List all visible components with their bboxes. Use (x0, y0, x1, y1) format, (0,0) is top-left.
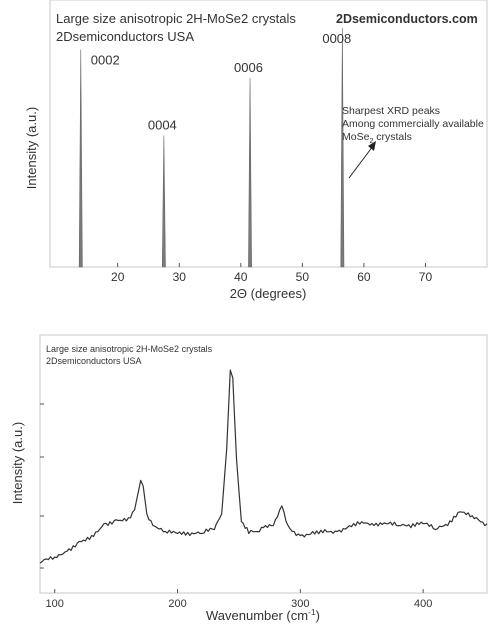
xrd-peak-label: 0004 (148, 118, 177, 133)
annotation-line-2: Among commercially available (342, 118, 484, 130)
raman-title-line-2: 2Dsemiconductors USA (46, 356, 142, 366)
xrd-xtick-label: 40 (234, 270, 248, 284)
raman-spectrum-line (39, 369, 488, 564)
raman-chart: Large size anisotropic 2H-MoSe2 crystals… (10, 334, 488, 623)
xrd-peak (340, 27, 345, 268)
xrd-peak-label: 0008 (322, 31, 351, 46)
xrd-peak (161, 135, 166, 268)
xrd-xlabel: 2Θ (degrees) (230, 286, 307, 301)
xrd-ylabel: Intensity (a.u.) (24, 107, 39, 189)
xrd-peak-label: 0002 (91, 53, 120, 68)
raman-xtick-label: 100 (46, 598, 64, 610)
xrd-title-line-1: Large size anisotropic 2H-MoSe2 crystals (56, 11, 296, 26)
raman-xtick-label: 400 (414, 598, 432, 610)
xrd-xtick-label: 50 (296, 270, 310, 284)
xrd-annotation: Sharpest XRD peaks Among commercially av… (342, 105, 484, 179)
xrd-xtick-label: 20 (111, 270, 125, 284)
raman-xtick-label: 200 (168, 598, 186, 610)
raman-xtick-label: 300 (291, 598, 309, 610)
raman-plot-area (39, 334, 488, 594)
xrd-plot-area (49, 0, 488, 268)
xrd-xtick-label: 60 (357, 270, 371, 284)
annotation-arrow (348, 145, 374, 179)
raman-ylabel: Intensity (a.u.) (10, 422, 25, 504)
xrd-peak-label: 0006 (234, 60, 263, 75)
xrd-peak (248, 78, 252, 268)
xrd-xtick-label: 70 (419, 270, 433, 284)
annotation-arrowhead (368, 141, 376, 151)
raman-title-line-1: Large size anisotropic 2H-MoSe2 crystals (46, 344, 213, 354)
xrd-title-line-2: 2Dsemiconductors USA (56, 29, 194, 44)
raman-yticks (40, 403, 44, 569)
xrd-brand: 2Dsemiconductors.com (336, 12, 478, 26)
raman-xlabel: Wavenumber (cm-1) (206, 607, 320, 623)
annotation-line-3: MoSe2 crystals (342, 131, 412, 145)
xrd-peak (78, 49, 83, 268)
xrd-xtick-label: 30 (173, 270, 187, 284)
xrd-chart: Large size anisotropic 2H-MoSe2 crystals… (24, 0, 488, 301)
annotation-line-1: Sharpest XRD peaks (342, 105, 440, 117)
